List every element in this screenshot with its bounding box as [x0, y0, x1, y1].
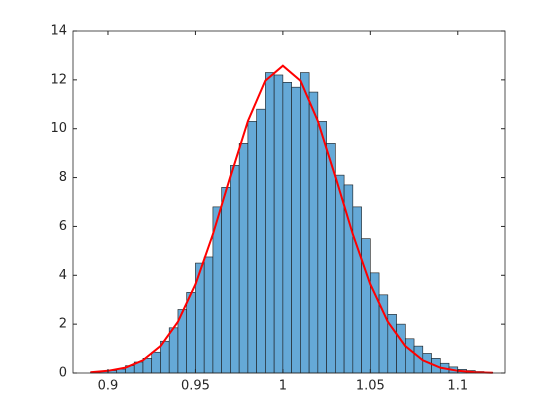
bar — [168, 327, 179, 374]
bar — [265, 72, 275, 374]
x-tick-label: 0.95 — [181, 379, 210, 394]
bar — [256, 108, 266, 374]
y-tick-label: 2 — [59, 317, 67, 332]
bar — [247, 121, 257, 374]
x-tick-label: 1.1 — [447, 379, 468, 394]
y-tick-label: 8 — [59, 170, 67, 185]
y-tick-label: 6 — [59, 219, 67, 234]
bar — [282, 82, 292, 374]
bar — [142, 358, 153, 374]
axes-box — [72, 30, 506, 374]
bar — [273, 74, 284, 374]
x-tick-label: 1.05 — [356, 379, 385, 394]
bar — [203, 256, 214, 374]
bar — [308, 91, 319, 374]
y-tick-label: 14 — [50, 24, 67, 39]
bar — [326, 143, 336, 374]
x-tick-label: 0.9 — [98, 379, 119, 394]
bar — [230, 165, 240, 374]
bar — [186, 292, 196, 374]
bar — [352, 206, 362, 374]
bar — [317, 121, 327, 374]
bar — [361, 238, 371, 374]
y-tick-label: 4 — [59, 268, 67, 283]
bar — [300, 72, 310, 374]
y-tick-label: 10 — [50, 121, 67, 136]
bar — [151, 351, 161, 374]
bar — [221, 187, 231, 374]
bar — [238, 143, 249, 374]
fit-line — [90, 64, 493, 374]
x-tick-label: 1 — [279, 379, 287, 394]
bar — [396, 323, 406, 374]
bar — [335, 174, 345, 374]
y-tick-label: 0 — [59, 366, 67, 381]
bar — [291, 86, 301, 374]
bar — [405, 338, 415, 374]
y-tick-label: 12 — [50, 72, 67, 87]
